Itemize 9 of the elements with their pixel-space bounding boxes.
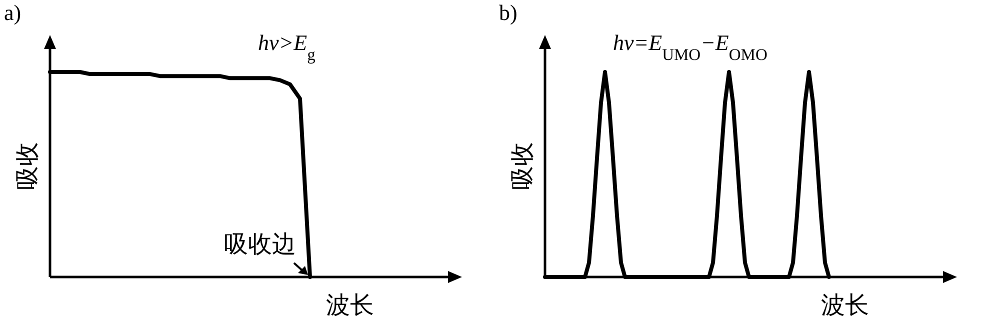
annotation: 吸收边	[224, 232, 296, 258]
y-axis-title: 吸收	[510, 142, 536, 190]
y-axis-title: 吸收	[15, 142, 41, 190]
x-axis-title: 波长	[326, 293, 374, 319]
x-axis-title: 波长	[821, 293, 869, 319]
text: hv=E$_{UMO}$−E$_{OMO}$	[613, 30, 768, 64]
chart-title: b)	[499, 0, 518, 25]
chart-title: a)	[4, 0, 22, 25]
text: hv>E$_{g}$	[258, 30, 316, 64]
